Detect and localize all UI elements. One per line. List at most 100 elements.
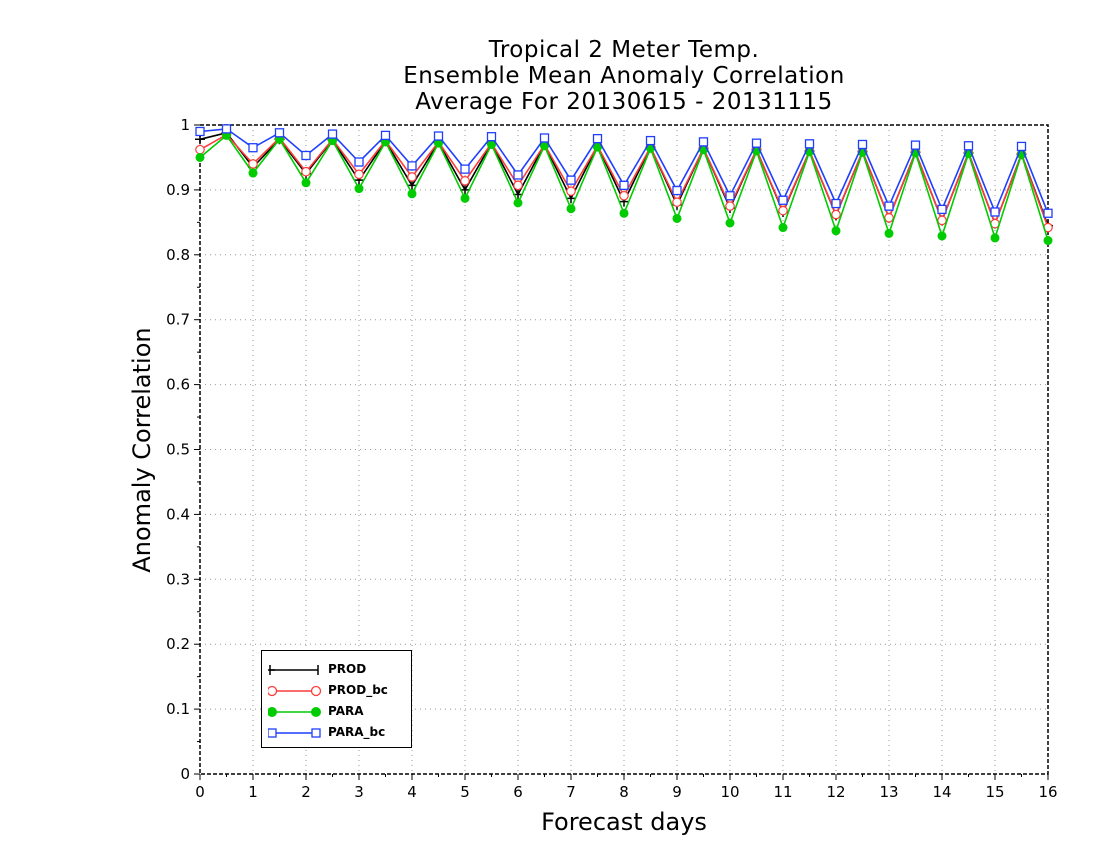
chart-title-line-3: Average For 20130615 - 20131115 [415,89,833,115]
point-prod-bc [884,213,894,223]
point-para-bc [619,180,629,191]
point-para-bc [990,207,1000,217]
y-tick-label: 0.4 [166,505,190,523]
legend-item-para-bc: PARA_bc [262,723,411,743]
point-para [672,213,682,223]
point-prod-bc [301,166,311,177]
x-tick-label: 12 [826,783,845,801]
chart-title-line-1: Tropical 2 Meter Temp. [488,37,760,63]
point-para-bc [778,195,788,205]
point-para [778,223,788,233]
point-para-bc [672,185,682,196]
point-para [301,178,311,188]
x-tick-label: 15 [985,783,1004,801]
x-tick-label: 4 [407,783,417,801]
point-prod-bc [407,172,417,182]
x-tick-label: 3 [354,783,364,801]
point-para [1043,236,1053,246]
point-prod-bc [566,186,576,196]
point-prod-bc [778,205,788,216]
x-tick-label: 11 [773,783,792,801]
legend-swatch-prod [268,665,319,675]
point-para-bc [407,161,417,171]
legend-item-para: PARA [262,702,411,722]
point-para [434,138,443,148]
x-tick-label: 5 [460,783,470,801]
legend-item-prod: PROD [262,660,411,680]
point-para [937,231,947,241]
point-prod-bc [354,169,364,180]
y-tick-label: 0.2 [166,635,190,653]
point-para-bc [433,131,444,141]
point-para [513,198,523,208]
point-para [407,189,417,199]
y-tick-label: 0.1 [166,700,190,718]
point-para [831,226,841,236]
point-para [195,152,205,162]
legend-label-prod: PROD [328,662,367,676]
point-prod-bc [460,176,470,186]
y-axis-label: Anomaly Correlation [128,327,156,573]
point-para [540,141,549,151]
chart-title-line-2: Ensemble Mean Anomaly Correlation [403,63,845,89]
legend: PROD PROD_bc PARA PARA_bc [261,650,412,748]
point-para [990,233,1000,243]
point-prod-bc [248,159,258,169]
point-para-bc [221,124,232,134]
point-para-bc [327,129,338,139]
point-para-bc [566,175,576,185]
x-axis-label: Forecast days [541,808,707,836]
legend-item-prod-bc: PROD_bc [262,681,411,701]
point-para [460,193,470,203]
point-para-bc [804,139,815,149]
legend-label-para: PARA [328,704,364,718]
x-tick-label: 14 [932,783,951,801]
point-prod-bc [619,190,629,201]
point-para [593,142,602,152]
y-tick-label: 0.7 [166,311,190,329]
point-para-bc [910,140,921,150]
point-para-bc [354,157,364,167]
point-prod-bc [672,197,682,208]
point-para-bc [380,130,391,141]
y-tick-label: 0 [180,765,190,783]
point-para-bc [884,201,894,211]
x-tick-label: 1 [248,783,258,801]
point-para-bc [698,137,709,147]
point-para-bc [857,139,868,150]
point-para-bc [539,133,550,143]
y-tick-label: 0.9 [166,181,190,199]
point-para-bc [513,170,523,180]
point-para [248,168,258,178]
point-prod [407,180,417,191]
x-tick-label: 13 [879,783,898,801]
point-para-bc [301,150,311,161]
point-para [354,184,364,194]
legend-label-para-bc: PARA_bc [328,725,386,739]
point-para [487,139,496,149]
x-tick-label: 9 [672,783,682,801]
y-tick-label: 0.5 [166,441,190,459]
point-para-bc [645,135,656,146]
point-para-bc [725,191,735,201]
point-prod-bc [937,215,947,226]
point-para-bc [592,133,603,144]
y-tick-label: 0.6 [166,376,190,394]
legend-swatch-para [268,707,321,717]
x-tick-label: 0 [195,783,205,801]
point-para-bc [248,143,258,153]
point-para-bc [831,198,841,209]
point-para [566,204,576,214]
point-para [725,218,735,228]
point-prod-bc [831,209,841,220]
legend-swatch-para-bc [268,728,321,738]
point-prod-bc [725,201,735,211]
x-tick-label: 2 [301,783,311,801]
y-tick-label: 0.8 [166,246,190,264]
point-prod-bc [513,180,523,191]
point-para-bc [937,204,947,215]
y-tick-label: 0.3 [166,570,190,588]
y-tick-label: 1 [180,116,190,134]
point-para [619,208,629,218]
